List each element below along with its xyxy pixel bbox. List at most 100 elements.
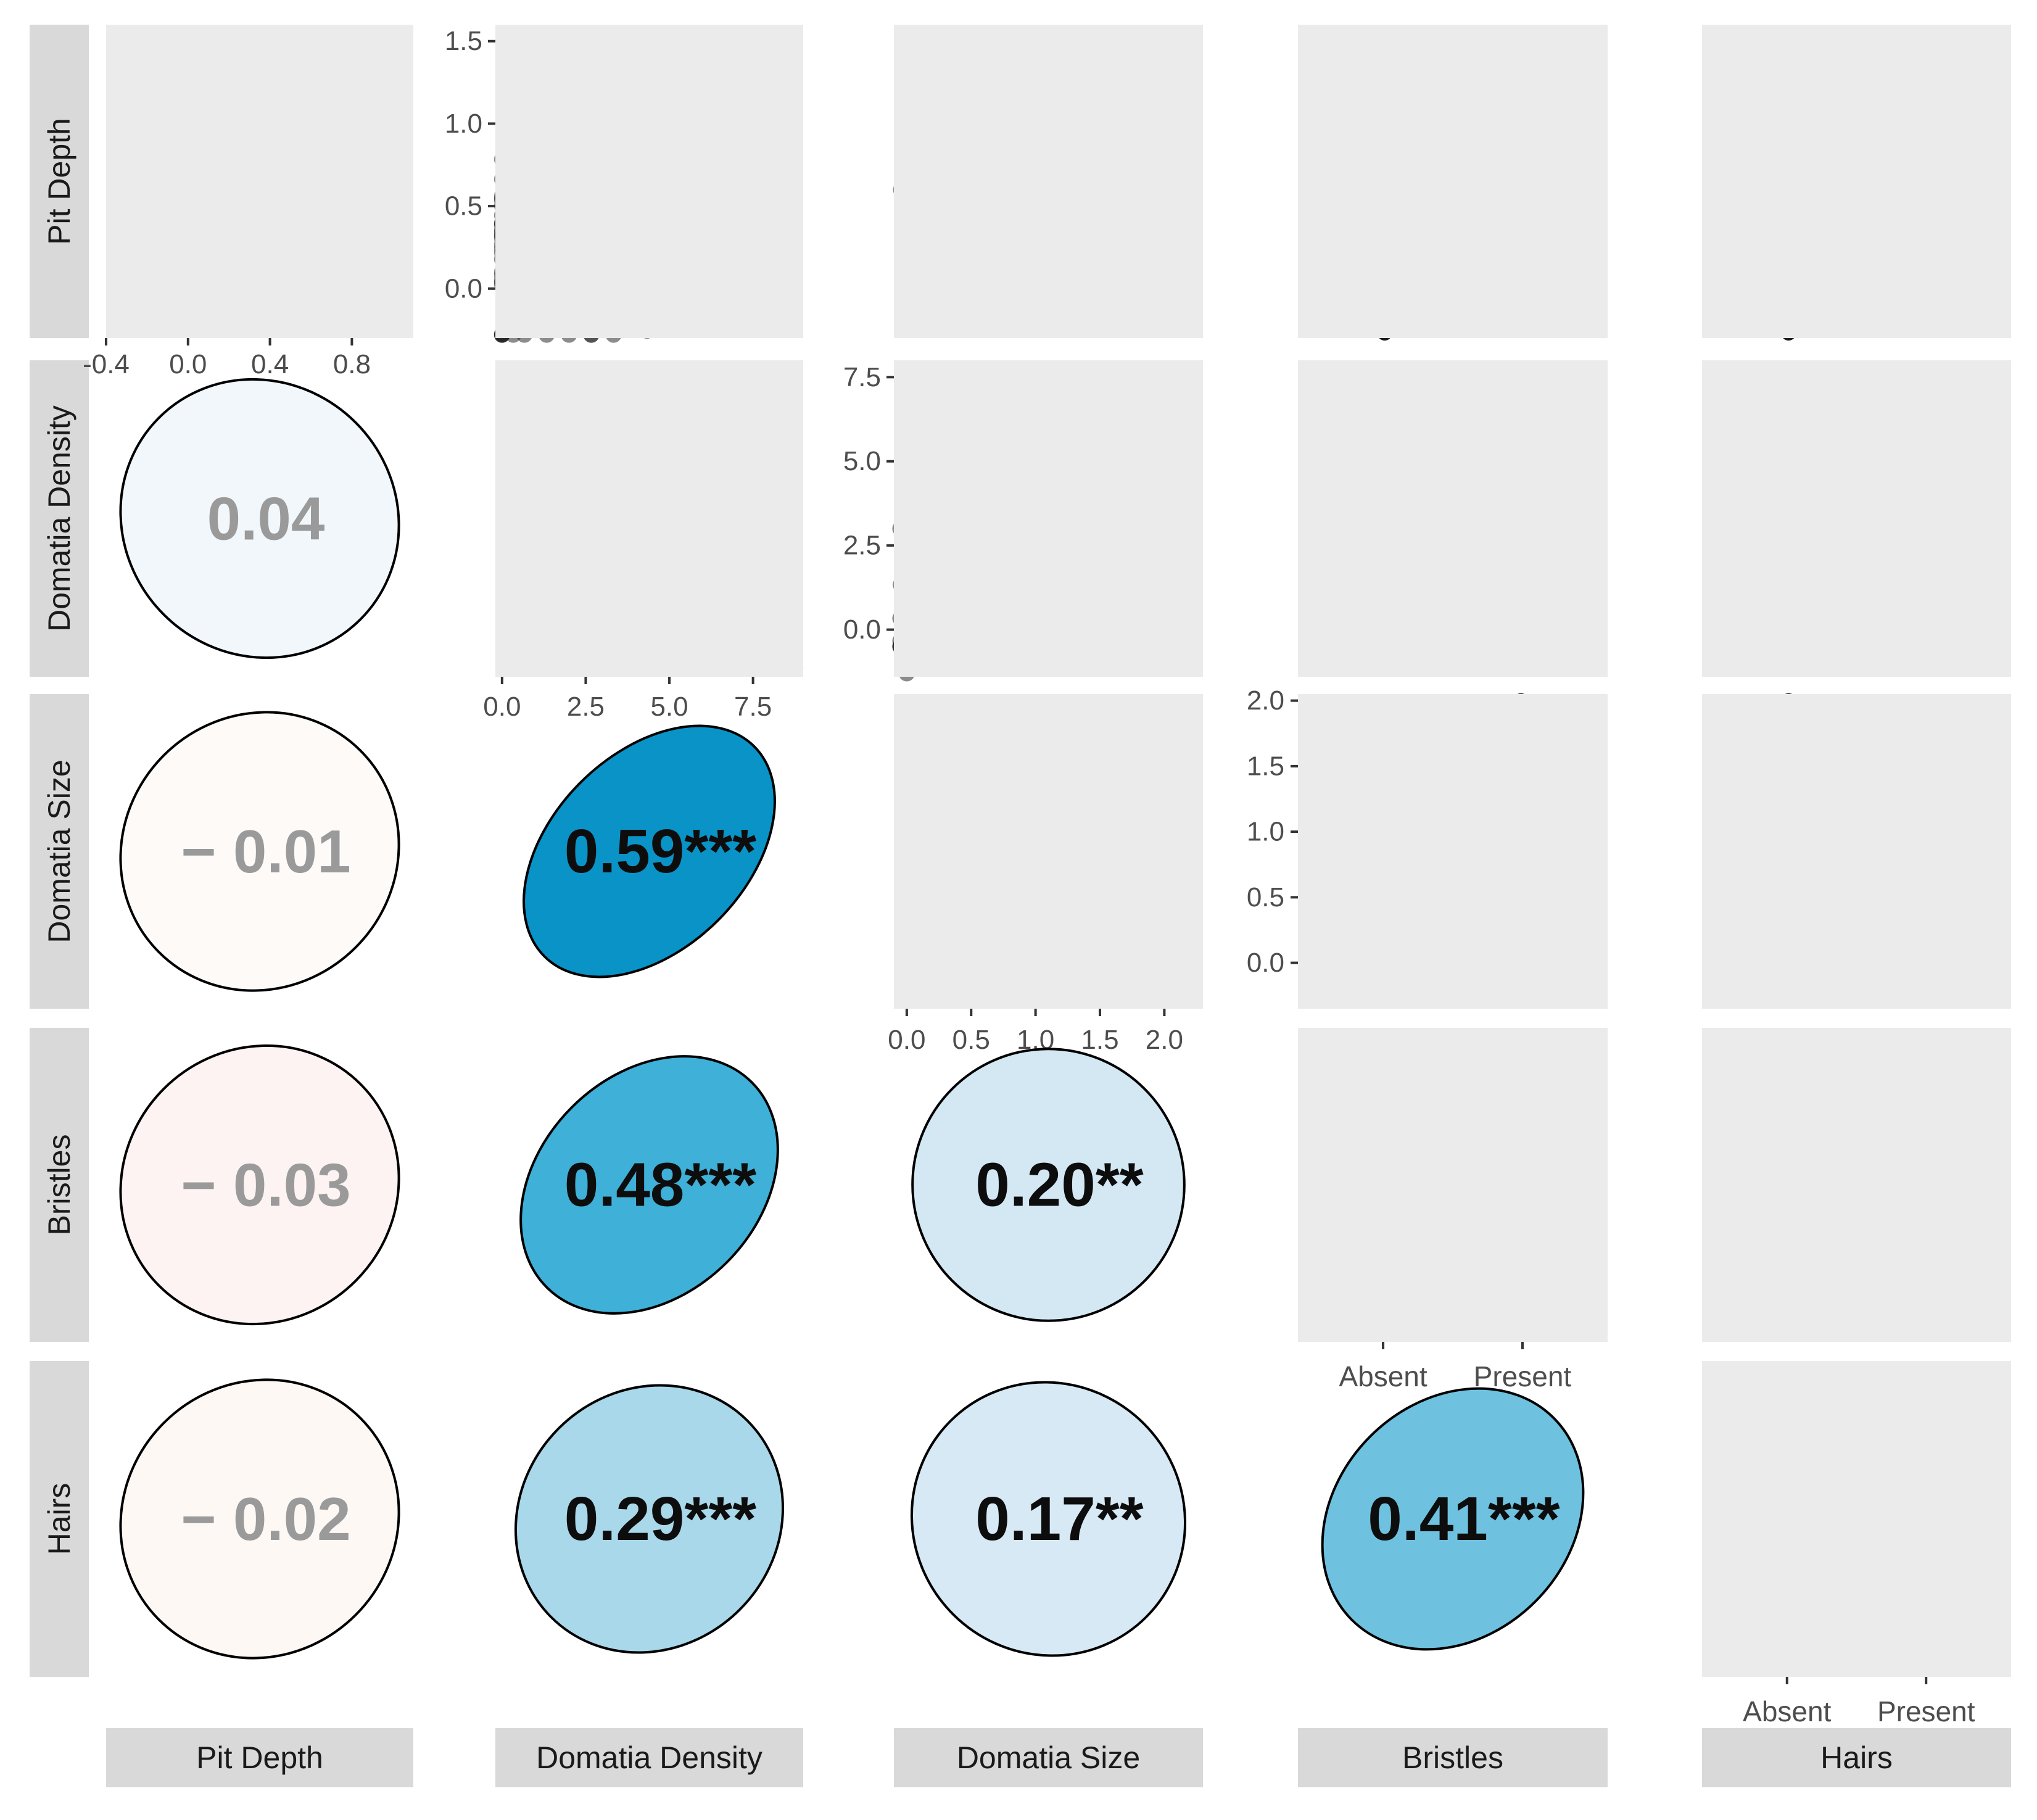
correlation-ellipse xyxy=(523,724,776,978)
panel-background xyxy=(894,360,1203,677)
column-strip: Domatia Density xyxy=(495,1728,803,1787)
correlation-ellipse xyxy=(119,711,400,992)
correlation-label: 0.20** xyxy=(975,1151,1144,1220)
panel-background xyxy=(1702,1028,2011,1342)
correlation-label: 0.59*** xyxy=(564,817,756,886)
column-strip-label: Domatia Size xyxy=(957,1740,1140,1775)
column-strip-bg xyxy=(106,1728,413,1787)
panel-background xyxy=(894,694,1203,1009)
x-tick-label: Absent xyxy=(1339,1360,1427,1392)
row-strip: Pit Depth xyxy=(30,25,89,338)
row-strip-label: Domatia Density xyxy=(42,405,76,632)
y-tick-label: 7.5 xyxy=(843,362,881,392)
row-strip-label: Pit Depth xyxy=(42,118,76,245)
column-strip: Bristles xyxy=(1298,1728,1608,1787)
correlation-cell: 0.29*** xyxy=(514,1384,785,1654)
x-tick-label: 2.0 xyxy=(1146,1025,1183,1055)
x-tick-label: 0.4 xyxy=(251,349,289,379)
row-strip-bg xyxy=(30,1028,89,1342)
x-tick-label: 7.5 xyxy=(734,692,772,722)
panel-background xyxy=(894,25,1203,338)
column-strip: Domatia Size xyxy=(894,1728,1203,1787)
panel-background xyxy=(1702,25,2011,338)
y-tick-label: 0.0 xyxy=(1247,948,1284,978)
row-strip-bg xyxy=(30,25,89,338)
column-strip-label: Pit Depth xyxy=(196,1740,323,1775)
panel-background xyxy=(106,25,413,338)
correlation-cell: − 0.02 xyxy=(119,1378,400,1660)
correlation-cell: 0.20** xyxy=(911,1048,1186,1322)
column-strip: Pit Depth xyxy=(106,1728,413,1787)
x-tick-label: Present xyxy=(1474,1360,1572,1392)
row-strip-bg xyxy=(30,360,89,677)
y-tick-label: 5.0 xyxy=(843,446,881,476)
column-strip-bg xyxy=(894,1728,1203,1787)
row-strip-bg xyxy=(30,1361,89,1677)
row-strip: Domatia Density xyxy=(30,360,89,677)
panel-background xyxy=(1298,25,1608,338)
x-tick-label: 2.5 xyxy=(567,692,605,722)
correlation-ellipse xyxy=(119,378,400,660)
correlation-ellipse xyxy=(514,1384,785,1654)
x-tick-label: Present xyxy=(1877,1695,1975,1727)
column-strip-label: Hairs xyxy=(1820,1740,1893,1775)
correlation-cell: 0.17** xyxy=(910,1381,1187,1657)
column-strip-bg xyxy=(1702,1728,2011,1787)
x-tick-label: 0.0 xyxy=(169,349,207,379)
y-tick-label: 0.5 xyxy=(1247,882,1284,912)
row-strip: Bristles xyxy=(30,1028,89,1342)
correlation-label: 0.41*** xyxy=(1368,1484,1560,1553)
y-tick-label: 0.5 xyxy=(445,191,482,221)
column-strip-label: Domatia Density xyxy=(536,1740,762,1775)
y-tick-label: 2.0 xyxy=(1247,685,1284,716)
y-tick-label: 1.5 xyxy=(1247,751,1284,781)
correlation-label: 0.29*** xyxy=(564,1484,756,1553)
row-strip-label: Bristles xyxy=(42,1135,76,1236)
x-tick-label: 0.5 xyxy=(952,1025,990,1055)
row-strip: Hairs xyxy=(30,1361,89,1677)
panel-background xyxy=(1702,360,2011,677)
correlation-cell: 0.04 xyxy=(119,378,400,660)
correlation-cell: − 0.03 xyxy=(119,1044,400,1326)
x-tick-label: 0.8 xyxy=(333,349,371,379)
column-strip-bg xyxy=(1298,1728,1608,1787)
x-tick-label: -0.4 xyxy=(83,349,130,379)
correlation-cell: 0.48*** xyxy=(519,1055,779,1315)
panel-background xyxy=(1702,694,2011,1009)
correlation-cell: − 0.01 xyxy=(119,711,400,992)
panel-background xyxy=(1298,1028,1608,1342)
row-strip-label: Domatia Size xyxy=(42,759,76,943)
y-tick-label: 1.0 xyxy=(1247,817,1284,847)
correlation-cell: 0.59*** xyxy=(523,724,776,978)
column-strip: Hairs xyxy=(1702,1728,2011,1787)
correlation-ellipse xyxy=(911,1048,1186,1322)
y-tick-label: 0.0 xyxy=(843,614,881,645)
correlation-ellipse xyxy=(910,1381,1187,1657)
panel-background xyxy=(1298,360,1608,677)
correlation-label: 0.04 xyxy=(207,485,325,553)
panel-background xyxy=(495,360,803,677)
column-strip-label: Bristles xyxy=(1402,1740,1503,1775)
y-tick-label: 1.0 xyxy=(445,109,482,139)
y-tick-label: 2.5 xyxy=(843,531,881,561)
x-tick-label: 5.0 xyxy=(650,692,688,722)
x-tick-label: 0.0 xyxy=(888,1025,925,1055)
correlation-label: 0.48*** xyxy=(564,1151,756,1220)
correlation-ellipse xyxy=(519,1055,779,1315)
row-strip: Domatia Size xyxy=(30,694,89,1009)
x-tick-label: Absent xyxy=(1743,1695,1831,1727)
panel-background xyxy=(1702,1361,2011,1677)
correlation-ellipse xyxy=(119,1044,400,1326)
x-tick-label: 1.5 xyxy=(1081,1025,1118,1055)
correlation-ellipse xyxy=(1321,1387,1585,1651)
y-tick-label: 0.0 xyxy=(445,273,482,304)
panel-background xyxy=(495,25,803,338)
correlation-label: − 0.03 xyxy=(181,1151,350,1219)
correlation-cell: 0.41*** xyxy=(1321,1387,1585,1651)
panel-background xyxy=(1298,694,1608,1009)
correlation-label: − 0.02 xyxy=(181,1485,350,1553)
column-strip-bg xyxy=(495,1728,803,1787)
correlation-label: 0.17** xyxy=(975,1484,1144,1553)
correlation-ellipse xyxy=(119,1378,400,1660)
